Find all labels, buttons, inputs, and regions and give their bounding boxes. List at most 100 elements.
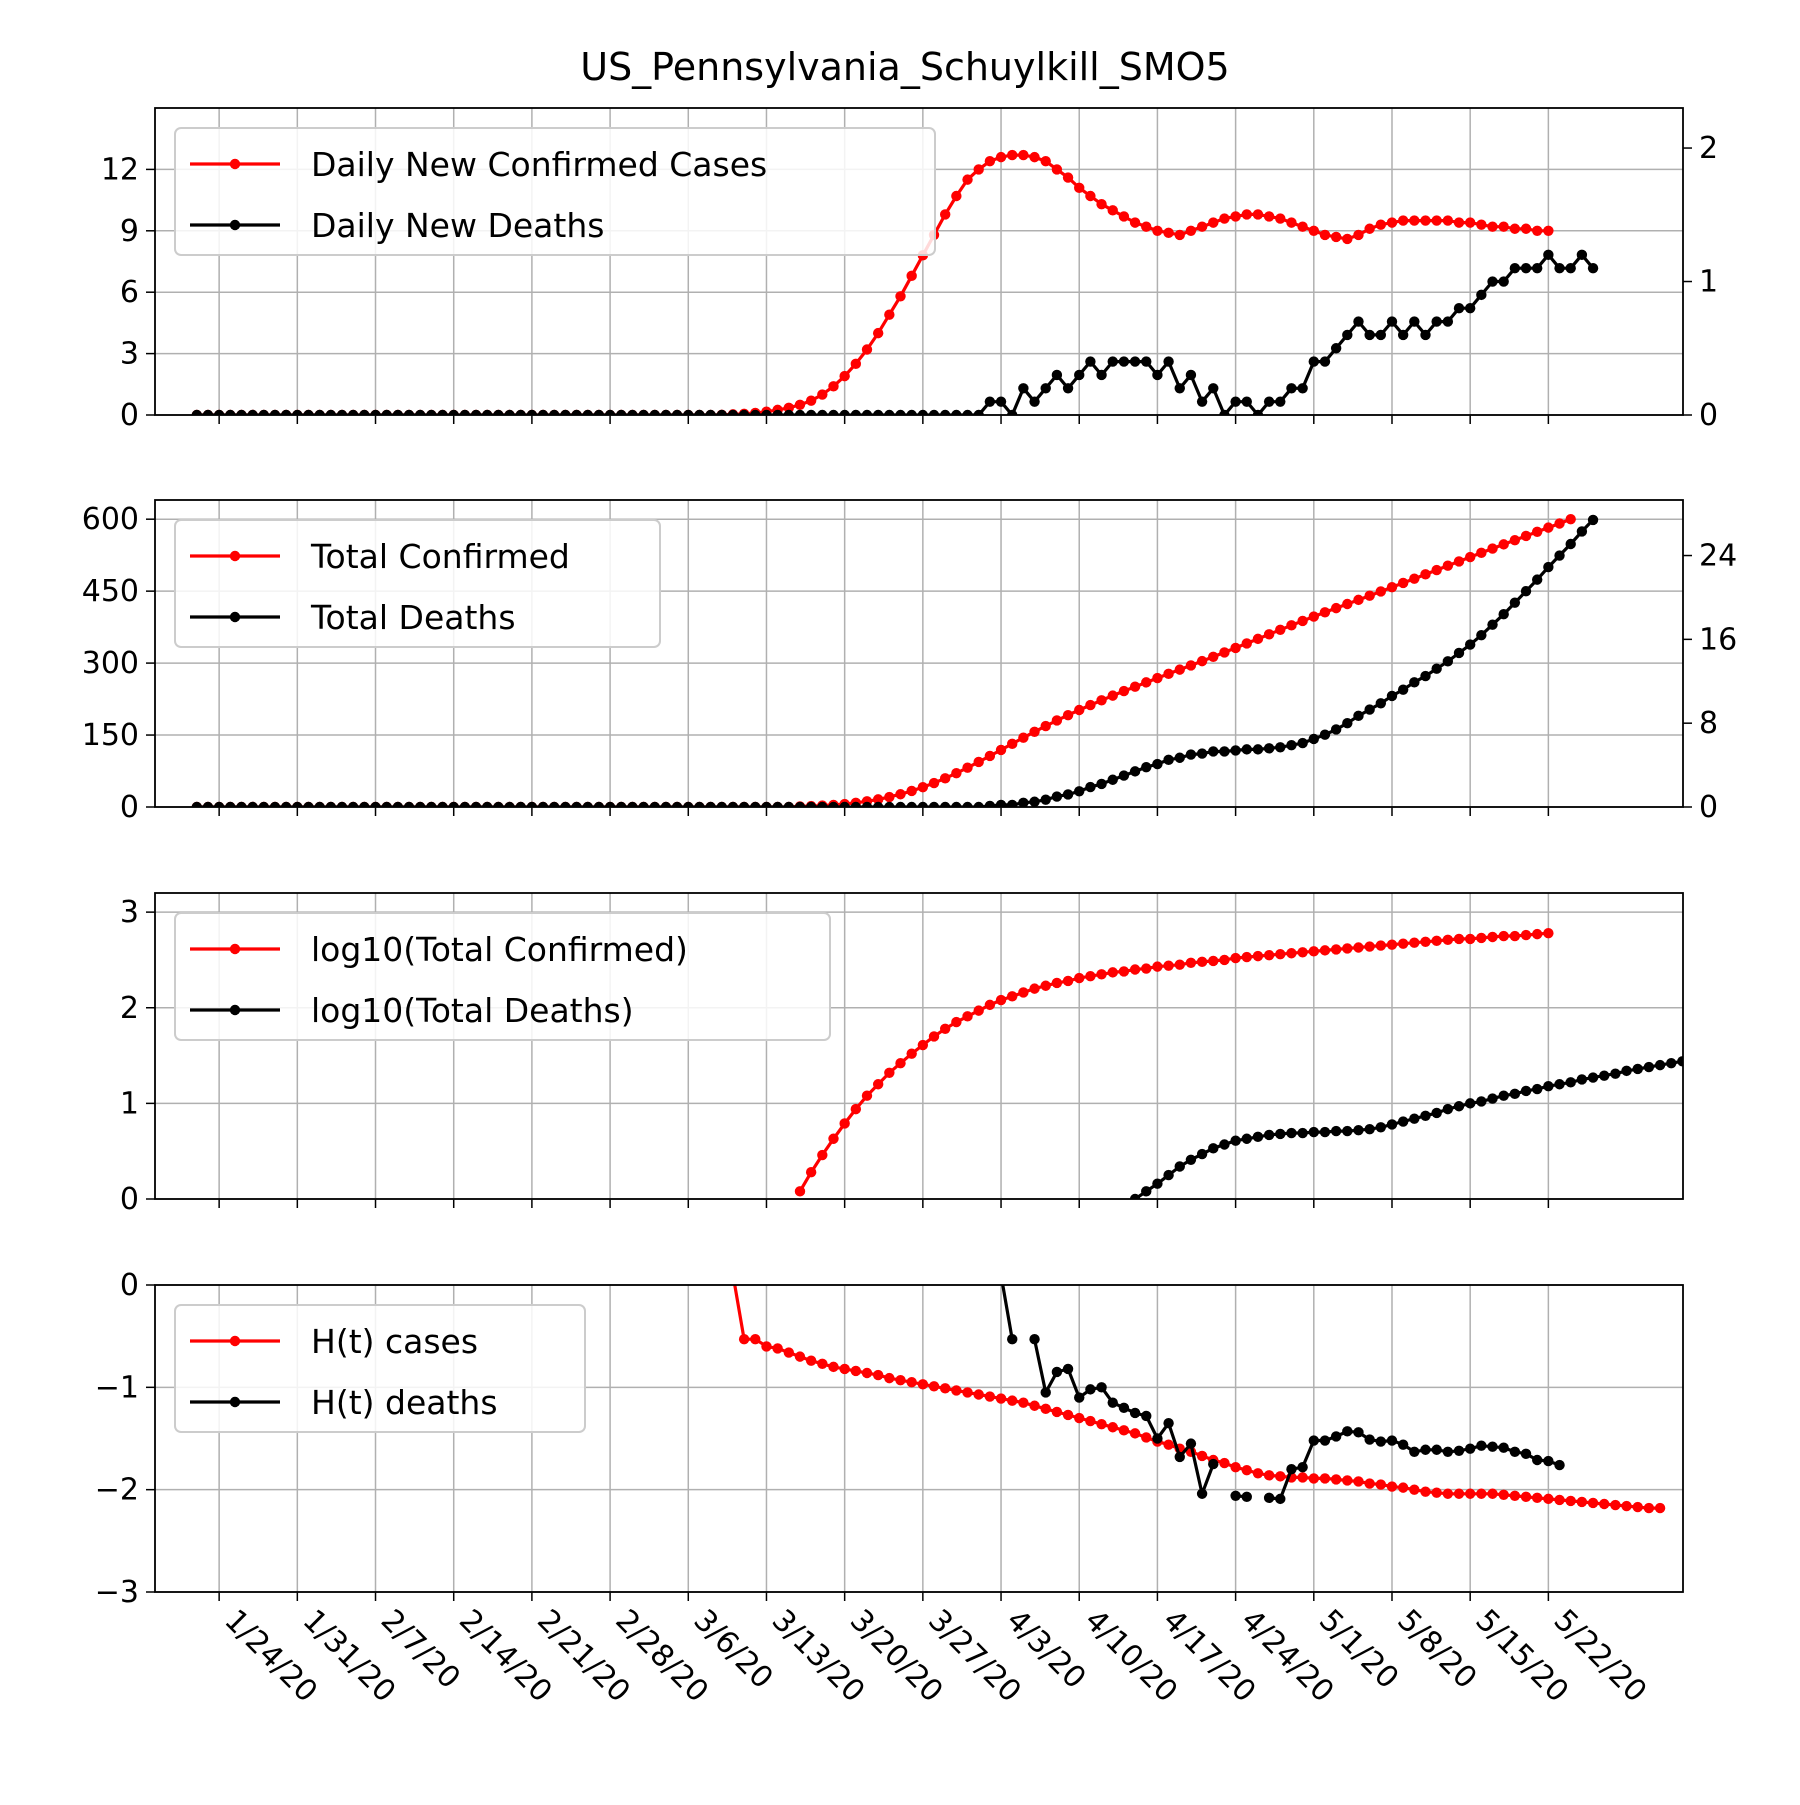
data-point xyxy=(1498,539,1509,550)
data-point xyxy=(951,409,962,415)
data-point xyxy=(1286,739,1297,751)
data-point xyxy=(1476,629,1487,641)
data-point xyxy=(504,801,515,807)
data-point xyxy=(884,791,895,803)
data-point xyxy=(370,801,381,807)
data-point xyxy=(872,327,884,339)
data-point xyxy=(1062,789,1074,800)
legend-marker xyxy=(229,943,241,955)
data-point xyxy=(1330,724,1342,735)
data-point xyxy=(1297,221,1308,232)
data-point xyxy=(1520,929,1532,941)
data-point xyxy=(1509,1088,1521,1100)
data-point xyxy=(336,801,348,807)
data-point xyxy=(1241,396,1252,407)
data-point xyxy=(1364,329,1375,341)
data-point xyxy=(1018,149,1029,161)
data-point xyxy=(1532,574,1543,585)
data-point xyxy=(1051,164,1063,175)
data-point xyxy=(1074,972,1085,984)
data-point xyxy=(828,409,839,415)
y-tick-label-right: 8 xyxy=(1699,706,1718,741)
data-point xyxy=(1453,217,1465,228)
data-point xyxy=(984,1391,996,1402)
data-point xyxy=(1029,396,1040,407)
data-point xyxy=(1397,215,1409,226)
data-point xyxy=(1319,945,1331,956)
data-point xyxy=(1543,225,1554,236)
data-point xyxy=(1476,1488,1487,1499)
data-point xyxy=(1219,954,1230,966)
series-total-deaths xyxy=(191,514,1599,807)
data-point xyxy=(1487,221,1498,232)
data-point xyxy=(1353,316,1364,327)
data-point xyxy=(1420,1444,1431,1455)
data-point xyxy=(1174,383,1185,394)
data-point xyxy=(213,409,225,415)
y-tick-label-left: 450 xyxy=(82,574,139,609)
data-point xyxy=(1118,356,1130,367)
data-point xyxy=(1509,534,1521,546)
data-point xyxy=(1464,1443,1476,1454)
data-point xyxy=(1409,316,1420,327)
data-point xyxy=(1375,1479,1387,1490)
data-point xyxy=(839,801,850,807)
data-point xyxy=(1286,217,1297,228)
data-point xyxy=(1319,229,1331,241)
data-point xyxy=(1241,638,1252,649)
data-point xyxy=(370,409,381,415)
data-point xyxy=(817,1149,828,1161)
data-point xyxy=(872,1079,884,1090)
data-point xyxy=(1543,1080,1554,1092)
data-point xyxy=(1029,1334,1040,1345)
data-point xyxy=(1297,947,1308,958)
data-point xyxy=(984,999,996,1011)
data-point xyxy=(638,409,649,415)
data-point xyxy=(817,801,828,807)
data-point xyxy=(1118,966,1130,977)
data-point xyxy=(716,801,727,807)
data-point xyxy=(1085,699,1096,711)
data-point xyxy=(1498,1090,1509,1101)
data-point xyxy=(1464,639,1476,650)
data-point xyxy=(1532,1454,1543,1466)
data-point xyxy=(1208,651,1219,663)
data-point xyxy=(1107,205,1118,216)
data-point xyxy=(1118,1402,1130,1414)
data-point xyxy=(1074,786,1085,797)
data-point xyxy=(1185,749,1197,760)
data-point xyxy=(1252,633,1264,645)
legend-marker xyxy=(229,1335,241,1347)
data-point xyxy=(1319,729,1331,740)
data-point xyxy=(928,777,940,789)
data-point xyxy=(928,409,940,415)
data-point xyxy=(984,750,996,762)
data-point xyxy=(794,801,806,807)
data-point xyxy=(381,801,392,807)
legend-label: Daily New Confirmed Cases xyxy=(311,145,767,184)
data-point xyxy=(727,801,739,807)
data-point xyxy=(347,801,359,807)
legend-box xyxy=(174,127,936,256)
data-point xyxy=(1442,934,1454,946)
data-point xyxy=(1375,1122,1387,1133)
data-point xyxy=(482,409,493,415)
data-point xyxy=(1308,1473,1320,1484)
data-point xyxy=(839,1118,850,1129)
y-tick-label-left: 12 xyxy=(101,152,139,187)
data-point xyxy=(1107,356,1118,367)
data-point xyxy=(1263,1129,1275,1141)
data-point xyxy=(683,801,694,807)
data-point xyxy=(1420,1486,1431,1497)
data-point xyxy=(1286,1464,1297,1475)
data-point xyxy=(1476,289,1487,301)
chart-panel-3: 0 1 2 3 log10(Total Confirmed) log10(Total De… xyxy=(120,892,1684,1217)
data-point xyxy=(761,801,772,807)
data-point xyxy=(928,1031,940,1042)
data-point xyxy=(1476,547,1487,559)
data-point xyxy=(1509,223,1521,234)
y-tick-label-right: 2 xyxy=(1699,131,1718,166)
y-tick-label-left: 0 xyxy=(120,790,139,825)
data-point xyxy=(1018,797,1029,807)
